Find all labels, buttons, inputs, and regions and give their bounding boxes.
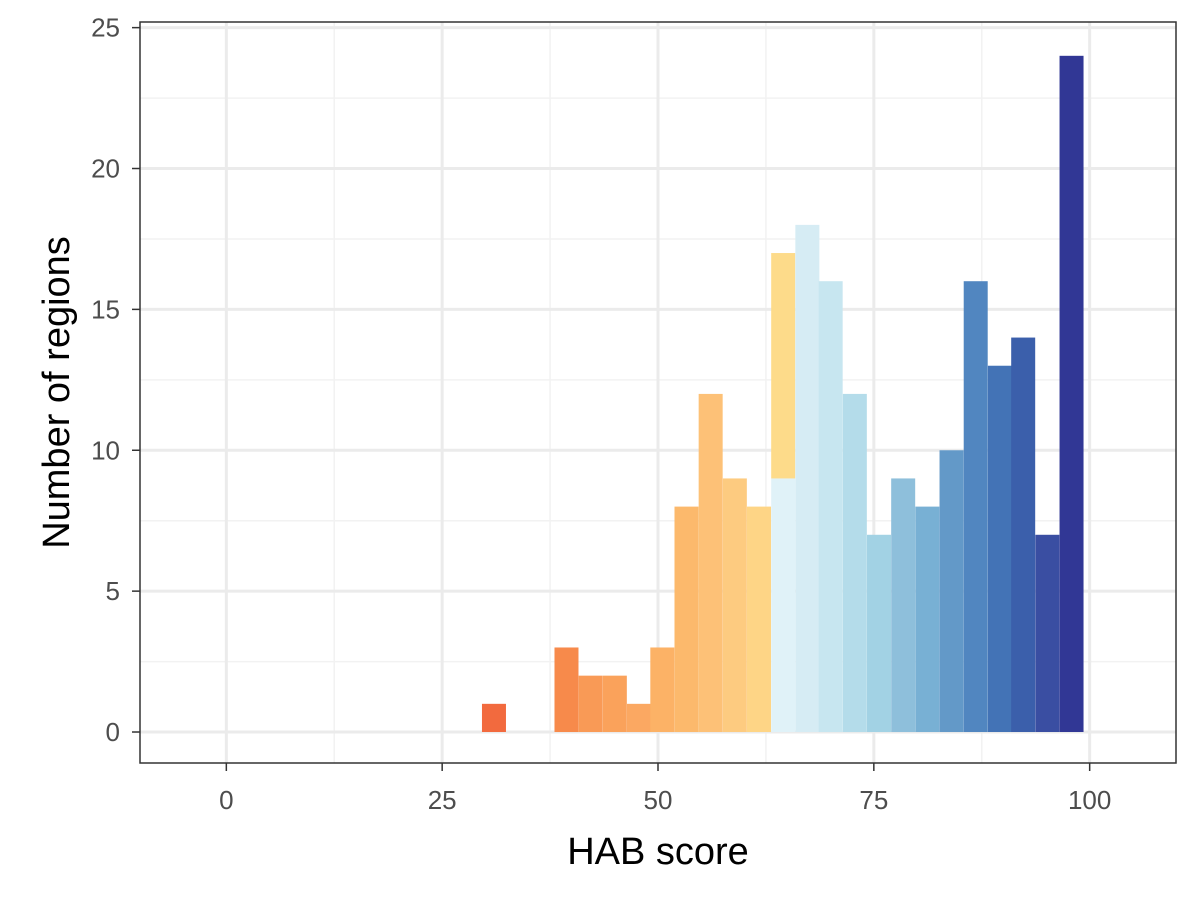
bar-segment	[915, 506, 940, 733]
x-tick-label: 50	[644, 785, 673, 815]
histogram-bar	[1035, 534, 1060, 733]
bar-segment	[818, 281, 843, 733]
histogram-bar	[674, 506, 699, 733]
x-tick-label: 25	[428, 785, 457, 815]
histogram-bar	[771, 253, 796, 733]
bar-segment	[650, 647, 675, 733]
bar-segment	[674, 506, 699, 733]
histogram-bar	[915, 506, 940, 733]
x-tick-label: 0	[219, 785, 233, 815]
bars	[481, 55, 1084, 733]
bar-segment	[722, 478, 747, 733]
bar-segment	[795, 224, 820, 733]
bar-segment	[771, 253, 796, 479]
axes: 0 25 50 75 100 0 5 10 15 20 25	[91, 13, 1111, 815]
bar-segment	[867, 534, 892, 733]
x-tick-label: 75	[859, 785, 888, 815]
histogram-bar	[747, 506, 772, 733]
bar-segment	[842, 393, 867, 733]
bar-segment	[602, 675, 627, 733]
bar-segment	[578, 675, 603, 733]
histogram-bar	[1011, 337, 1036, 733]
histogram-bar	[939, 450, 964, 733]
bar-segment	[939, 450, 964, 733]
bar-segment	[698, 393, 723, 733]
y-axis-title: Number of regions	[36, 236, 78, 549]
bar-segment	[747, 506, 772, 733]
histogram-bar	[842, 393, 867, 733]
bar-segment	[891, 478, 916, 733]
histogram-bar	[627, 703, 652, 733]
histogram-bar	[1059, 55, 1084, 733]
y-tick-label: 15	[91, 294, 120, 324]
x-tick-label: 100	[1068, 785, 1111, 815]
bar-segment	[627, 703, 652, 733]
bar-segment	[481, 703, 506, 733]
histogram-bar	[818, 281, 843, 733]
y-tick-label: 10	[91, 435, 120, 465]
histogram-bar	[578, 675, 603, 733]
histogram-bar	[650, 647, 675, 733]
y-tick-label: 5	[106, 576, 120, 606]
y-tick-label: 25	[91, 13, 120, 43]
bar-segment	[1011, 337, 1036, 733]
bar-segment	[987, 365, 1012, 733]
bar-segment	[1035, 534, 1060, 733]
histogram-bar	[481, 703, 506, 733]
histogram-bar	[554, 647, 579, 733]
histogram-bar	[963, 281, 988, 733]
histogram-bar	[867, 534, 892, 733]
histogram-bar	[722, 478, 747, 733]
histogram-bar	[698, 393, 723, 733]
histogram-bar	[987, 365, 1012, 733]
bar-segment	[554, 647, 579, 733]
y-tick-label: 20	[91, 154, 120, 184]
histogram-bar	[891, 478, 916, 733]
histogram-bar	[795, 224, 820, 733]
y-tick-label: 0	[106, 717, 120, 747]
bar-segment	[963, 281, 988, 733]
bar-segment	[771, 478, 796, 733]
bar-segment	[1059, 55, 1084, 733]
x-axis-title: HAB score	[567, 831, 749, 873]
histogram-bar	[602, 675, 627, 733]
